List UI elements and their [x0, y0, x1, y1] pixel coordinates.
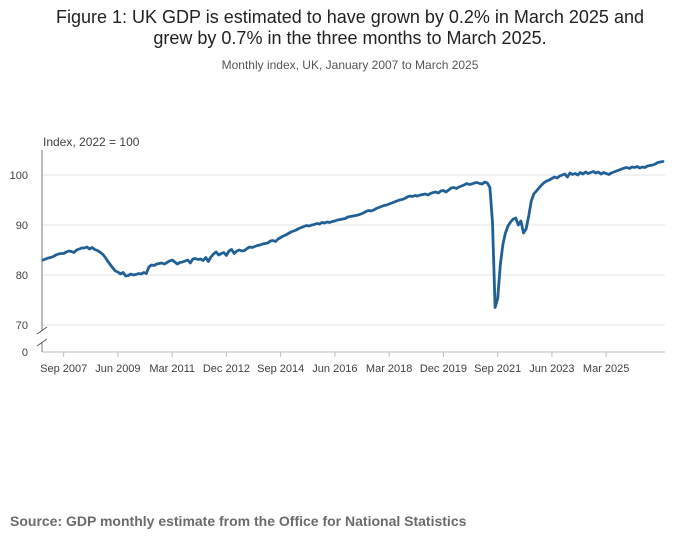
- y-tick-label: 100: [10, 170, 28, 182]
- chart-title-line-1: Figure 1: UK GDP is estimated to have gr…: [56, 7, 644, 27]
- x-tick-label: Mar 2025: [583, 363, 629, 375]
- x-tick-label: Mar 2011: [149, 363, 195, 375]
- x-tick-label: Dec 2019: [420, 363, 467, 375]
- x-tick-label: Dec 2012: [203, 363, 250, 375]
- axes: 100 90 80 70 0 Sep 2007 Jun 2009 Mar 2011 Dec 20…: [10, 150, 665, 375]
- y-tick-label: 70: [16, 320, 28, 332]
- series-line-gdp-index: [41, 160, 665, 309]
- x-tick-label: Jun 2023: [529, 363, 574, 375]
- y-axis-label: Index, 2022 = 100: [43, 135, 140, 149]
- axis-break-mark: [36, 338, 48, 347]
- x-tick-label: Jun 2009: [95, 363, 140, 375]
- y-tick-label: 80: [16, 270, 28, 282]
- x-tick-label: Sep 2007: [40, 363, 87, 375]
- x-tick-label: Sep 2021: [474, 363, 521, 375]
- x-tick-label: Sep 2014: [257, 363, 304, 375]
- series-layer: [41, 160, 665, 309]
- axis-break-mark: [36, 326, 48, 335]
- x-tick-label: Mar 2018: [366, 363, 412, 375]
- chart-title: Figure 1: UK GDP is estimated to have gr…: [0, 7, 700, 49]
- chart-title-line-2: grew by 0.7% in the three months to Marc…: [153, 28, 547, 48]
- chart-subtitle: Monthly index, UK, January 2007 to March…: [221, 58, 479, 72]
- y-tick-label: 0: [22, 347, 28, 359]
- gridlines: [42, 174, 665, 326]
- y-tick-label: 90: [16, 220, 28, 232]
- x-tick-label: Jun 2016: [312, 363, 357, 375]
- source-note: Source: GDP monthly estimate from the Of…: [10, 513, 467, 529]
